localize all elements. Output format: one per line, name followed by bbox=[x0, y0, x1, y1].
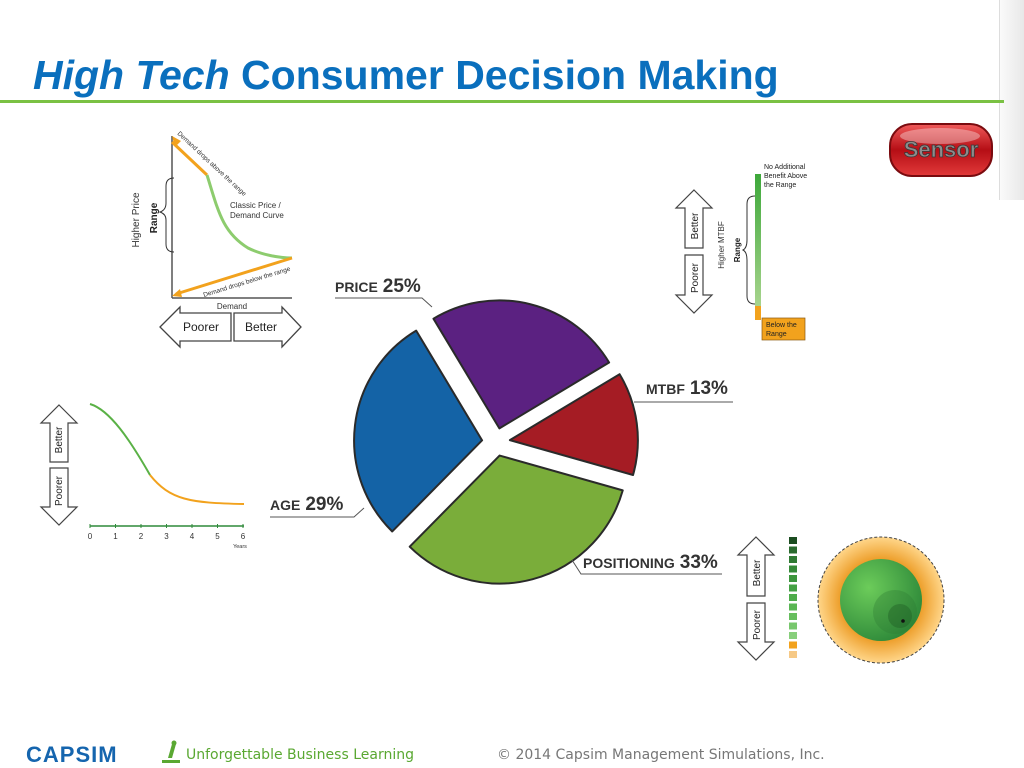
price-poorer-label: Poorer bbox=[183, 320, 219, 334]
title-rest: Consumer Decision Making bbox=[229, 52, 779, 98]
positioning-swatch bbox=[789, 603, 797, 611]
pie-slice-positioning bbox=[408, 454, 624, 585]
age-curve-better bbox=[89, 403, 151, 476]
label-mtbf-pct: 13% bbox=[690, 378, 728, 399]
demand-axis-label: Demand bbox=[217, 302, 247, 311]
mtbf-note-2: Benefit Above bbox=[764, 173, 807, 180]
age-tick-label: 5 bbox=[215, 532, 220, 541]
label-price-pct: 25% bbox=[383, 276, 421, 297]
label-mtbf-name: MTBF bbox=[646, 381, 685, 397]
mtbf-range-label: Range bbox=[733, 237, 742, 262]
capsim-logo-icon bbox=[162, 740, 180, 763]
price-below-range-line bbox=[175, 256, 293, 296]
age-tick-label: 2 bbox=[139, 532, 144, 541]
positioning-swatch bbox=[789, 565, 797, 573]
price-better-arrow: Better bbox=[233, 305, 302, 349]
label-age: AGE 29% bbox=[270, 494, 365, 518]
positioning-swatch bbox=[789, 546, 797, 554]
positioning-panel: Better Poorer bbox=[736, 536, 945, 664]
age-poorer-label: Poorer bbox=[54, 475, 65, 506]
positioning-swatch bbox=[789, 537, 797, 544]
curve-label-2: Demand Curve bbox=[230, 211, 284, 220]
title-italic: High Tech bbox=[33, 52, 230, 98]
positioning-swatch bbox=[789, 632, 797, 639]
age-tick-label: 6 bbox=[241, 532, 246, 541]
price-poorer-arrow: Poorer bbox=[159, 305, 232, 349]
positioning-swatch bbox=[789, 556, 797, 563]
mtbf-below-2: Range bbox=[766, 331, 787, 338]
pie-slice-age bbox=[353, 329, 484, 533]
label-positioning-pct: 33% bbox=[680, 552, 718, 573]
price-y-label: Higher Price bbox=[131, 192, 142, 247]
classic-demand-curve bbox=[205, 174, 293, 260]
mtbf-panel: Better Poorer Higher MTBF Range No Addit… bbox=[674, 164, 807, 341]
pie-labels: PRICE 25% MTBF 13% POSITIONING 33% AGE 29% bbox=[270, 276, 733, 575]
positioning-swatch bbox=[789, 651, 797, 658]
positioning-swatch bbox=[789, 594, 797, 601]
mtbf-below-1: Below the bbox=[766, 322, 797, 329]
mtbf-poorer-arrow: Poorer bbox=[674, 254, 714, 314]
positioning-better-arrow: Better bbox=[736, 536, 776, 597]
positioning-swatch bbox=[789, 584, 797, 592]
positioning-dot bbox=[901, 619, 905, 623]
positioning-better-label: Better bbox=[752, 559, 763, 586]
mtbf-note-3: the Range bbox=[764, 182, 796, 189]
mtbf-y-label: Higher MTBF bbox=[717, 221, 726, 269]
label-positioning: POSITIONING 33% bbox=[571, 552, 722, 575]
footer-copyright: © 2014 Capsim Management Simulations, In… bbox=[497, 747, 825, 763]
price-better-label: Better bbox=[245, 320, 277, 334]
label-positioning-name: POSITIONING bbox=[583, 555, 675, 571]
mtbf-poorer-label: Poorer bbox=[690, 262, 701, 293]
age-x-ticks: 0 1 2 3 4 5 6 bbox=[88, 524, 246, 541]
page-title: High Tech Consumer Decision Making bbox=[33, 52, 779, 99]
age-tick-label: 0 bbox=[88, 532, 93, 541]
positioning-color-scale bbox=[789, 537, 797, 658]
curve-label-1: Classic Price / bbox=[230, 201, 281, 210]
age-tick-label: 1 bbox=[113, 532, 118, 541]
price-above-range-line bbox=[170, 140, 209, 177]
sensor-logo-text: Sensor bbox=[904, 137, 979, 162]
pie-slice-mtbf bbox=[508, 373, 639, 476]
positioning-swatch bbox=[789, 622, 797, 630]
sensor-logo: Sensor bbox=[889, 123, 993, 177]
positioning-swatch bbox=[789, 613, 797, 620]
positioning-poorer-arrow: Poorer bbox=[736, 602, 776, 661]
label-price: PRICE 25% bbox=[335, 276, 433, 308]
title-rule bbox=[0, 100, 1004, 103]
mtbf-below-bar bbox=[755, 306, 761, 320]
mtbf-note-1: No Additional bbox=[764, 164, 806, 171]
slide-graphics: Sensor Higher Price Range Classic Price … bbox=[39, 123, 993, 664]
age-poorer-arrow: Poorer bbox=[39, 467, 79, 526]
label-mtbf: MTBF 13% bbox=[634, 378, 733, 403]
age-curve-poorer bbox=[149, 474, 245, 505]
footer-tagline: Unforgettable Business Learning bbox=[186, 747, 414, 763]
positioning-swatch bbox=[789, 641, 797, 649]
age-better-arrow: Better bbox=[39, 404, 79, 463]
mtbf-better-label: Better bbox=[690, 212, 701, 239]
label-price-name: PRICE bbox=[335, 279, 378, 295]
positioning-poorer-label: Poorer bbox=[752, 609, 763, 640]
age-tick-label: 3 bbox=[164, 532, 169, 541]
capsim-logo: CAPSIM bbox=[26, 742, 118, 767]
age-better-label: Better bbox=[54, 426, 65, 453]
age-panel: Better Poorer 0 1 2 3 4 5 6 Years bbox=[39, 403, 247, 550]
pie-chart bbox=[353, 299, 639, 585]
price-range-label: Range bbox=[149, 202, 160, 233]
price-panel: Higher Price Range Classic Price / Deman… bbox=[131, 130, 302, 349]
mtbf-below-box bbox=[761, 317, 806, 341]
label-age-pct: 29% bbox=[305, 494, 343, 515]
footer: CAPSIM Unforgettable Business Learning ©… bbox=[0, 740, 1024, 768]
age-x-unit: Years bbox=[233, 544, 247, 550]
positioning-swatch bbox=[789, 575, 797, 582]
age-tick-label: 4 bbox=[190, 532, 195, 541]
pie-slice-price bbox=[432, 299, 611, 430]
mtbf-range-bar bbox=[755, 174, 761, 306]
mtbf-better-arrow: Better bbox=[674, 189, 714, 249]
label-age-name: AGE bbox=[270, 497, 300, 513]
